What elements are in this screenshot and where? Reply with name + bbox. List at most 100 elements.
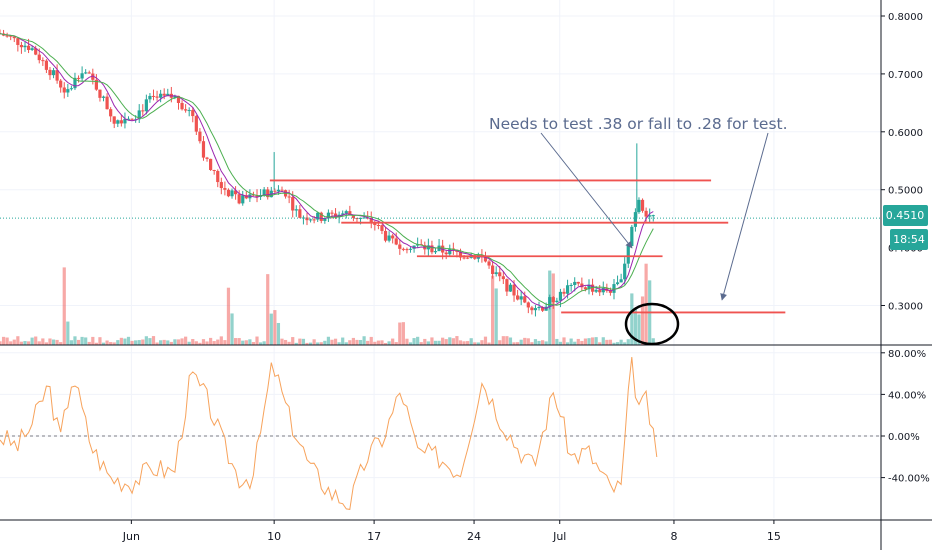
candle-body [376, 224, 380, 226]
volume-bar [101, 342, 106, 345]
volume-bar [555, 338, 559, 345]
candle-body [162, 93, 166, 96]
candle-body [344, 211, 348, 214]
countdown-badge-bg [890, 229, 928, 250]
volume-bar [273, 310, 277, 345]
countdown-label: 18:54 [893, 233, 925, 246]
volume-bar [94, 342, 98, 345]
volume-bar [1, 336, 6, 345]
candle-body [130, 118, 134, 120]
annotation-arrow-right [720, 132, 769, 301]
volume-bar [505, 336, 509, 345]
candle-body [316, 212, 320, 220]
candle-body [194, 116, 198, 132]
candle-body [351, 214, 355, 218]
candle-body [523, 296, 527, 303]
candle-body [330, 212, 334, 214]
candle-body [76, 77, 81, 79]
candle-body [276, 189, 281, 192]
volume-bar [80, 336, 84, 345]
candle-body [273, 190, 277, 192]
volume-bar [391, 338, 395, 345]
candle-body [184, 109, 188, 111]
volume-bar [308, 342, 313, 345]
volume-bar [262, 341, 266, 345]
volume-bar [640, 296, 645, 345]
volume-bar [276, 322, 281, 345]
last-price-label: 0.4510 [886, 209, 925, 222]
volume-bar [501, 336, 505, 345]
volume-bar [383, 342, 388, 345]
volume-bar [608, 339, 613, 345]
volume-bar [630, 293, 634, 345]
candle-body [526, 302, 530, 308]
candle-body [319, 212, 323, 221]
candle-body [462, 257, 466, 259]
volume-bar [551, 273, 555, 345]
volume-bar [637, 314, 641, 345]
volume-bar [26, 341, 31, 345]
candle-body [216, 170, 220, 183]
candle-body [326, 212, 331, 219]
volume-bar [380, 340, 384, 345]
volume-bar [209, 337, 213, 345]
volume-bar [248, 339, 252, 345]
volume-bar [519, 339, 523, 345]
candle-body [466, 257, 470, 259]
volume-bar [508, 337, 513, 345]
candle-body [548, 297, 552, 307]
candle-body [448, 248, 452, 255]
volume-bar [130, 340, 134, 345]
candle-body [16, 38, 20, 45]
candle-body [516, 295, 520, 300]
volume-bar [373, 341, 377, 345]
candle-body [26, 45, 31, 50]
volume-bar [258, 342, 263, 345]
volume-bar [51, 339, 56, 345]
candle-body [262, 189, 266, 196]
volume-bar [633, 308, 638, 345]
volume-bar [291, 337, 295, 345]
candle-body [630, 226, 634, 247]
candle-body [366, 217, 370, 219]
candle-body [187, 110, 191, 112]
candle-body [458, 251, 463, 258]
candle-body [626, 246, 630, 264]
volume-bar [476, 342, 480, 345]
candle-body [537, 307, 541, 309]
candle-body [84, 72, 88, 74]
volume-bar [230, 313, 234, 345]
volume-bar [48, 338, 52, 345]
candle-body [433, 251, 438, 253]
candle-body [391, 235, 395, 239]
volume-bar [298, 338, 302, 345]
volume-bar [569, 338, 573, 345]
candle-body [298, 209, 302, 218]
volume-bar [212, 341, 216, 345]
candle-body [201, 141, 206, 158]
candle-body [176, 95, 181, 103]
volume-bar [16, 336, 20, 345]
volume-bar [226, 287, 231, 345]
volume-bar [598, 342, 602, 345]
candle-body [405, 249, 409, 251]
volume-bar [469, 338, 473, 345]
candle-body [348, 211, 352, 215]
candle-body [223, 188, 227, 190]
price-tick-label: 0.7000 [888, 70, 923, 81]
volume-bar [144, 336, 148, 345]
volume-bar [587, 338, 591, 345]
volume-bar [512, 342, 516, 345]
volume-bar [44, 342, 49, 345]
volume-bar [73, 336, 77, 345]
volume-bar [558, 341, 563, 345]
volume-bar [466, 341, 470, 345]
candle-body [633, 212, 638, 227]
candle-body [159, 93, 163, 98]
candle-body [119, 120, 123, 124]
volume-bar [444, 339, 448, 345]
volume-bar [376, 340, 380, 345]
volume-bar [441, 337, 445, 345]
time-tick-label: 24 [467, 530, 481, 543]
